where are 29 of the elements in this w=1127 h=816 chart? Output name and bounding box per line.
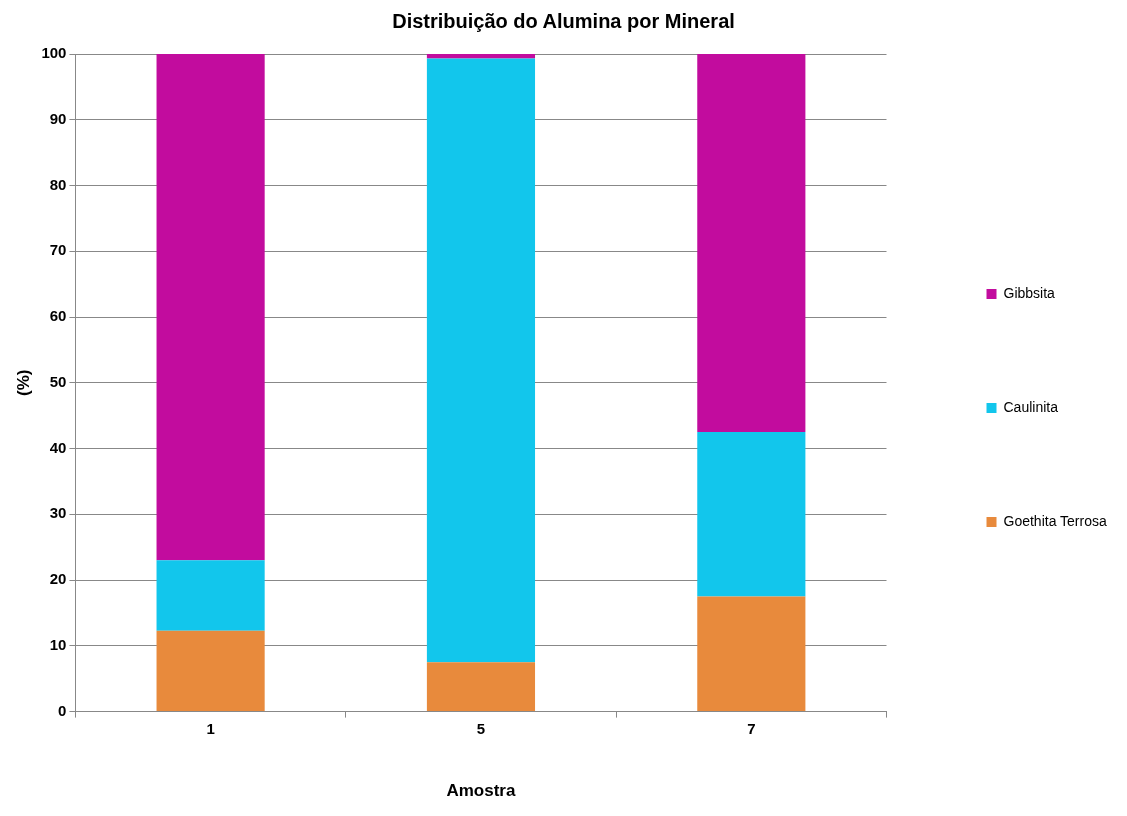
x-axis-title: Amostra	[446, 781, 516, 801]
y-tick-label: 40	[49, 438, 67, 456]
legend-label: Gibbsita	[1003, 284, 1056, 301]
y-tick-label: 50	[49, 372, 67, 390]
legend-label: Goethita Terrosa	[1003, 512, 1107, 529]
bar	[426, 54, 536, 59]
bar	[426, 662, 536, 712]
y-tick-label: 0	[58, 701, 67, 719]
y-axis-title: (%)	[13, 369, 33, 397]
y-tick-label: 10	[49, 635, 67, 653]
x-tick-label: 5	[476, 719, 486, 737]
bar	[156, 54, 265, 561]
y-tick-label: 80	[49, 175, 67, 193]
bar	[697, 54, 806, 433]
bar	[697, 432, 806, 597]
y-tick-label: 20	[49, 570, 67, 588]
chart-title: Distribuição do Alumina por Mineral	[392, 9, 735, 32]
x-tick-label: 7	[747, 719, 756, 737]
bar	[156, 560, 265, 631]
y-tick-label: 30	[49, 504, 67, 522]
legend-label: Caulinita	[1003, 398, 1059, 415]
y-tick-label: 60	[49, 307, 67, 325]
y-tick-label: 90	[49, 109, 67, 127]
y-tick-label: 70	[49, 241, 67, 259]
bar	[426, 58, 536, 663]
x-tick-label: 1	[206, 719, 215, 737]
bar	[156, 630, 265, 712]
bar	[697, 596, 806, 712]
y-tick-label: 100	[41, 44, 67, 62]
